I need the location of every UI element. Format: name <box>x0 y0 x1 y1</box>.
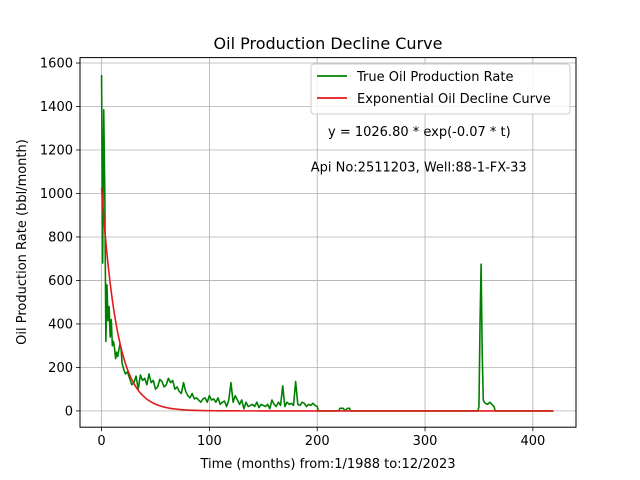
y-tick-label: 800 <box>48 230 73 245</box>
y-tick-label: 400 <box>48 317 73 332</box>
legend-label-decline-curve: Exponential Oil Decline Curve <box>357 92 551 107</box>
y-tick-label: 600 <box>48 274 73 289</box>
series-exponential-decline-curve <box>100 187 554 412</box>
legend-box <box>310 63 571 115</box>
y-tick-label: 1200 <box>40 144 73 159</box>
x-tick-label: 400 <box>520 434 545 449</box>
chart-annotation: Api No:2511203, Well:88-1-FX-33 <box>311 161 527 176</box>
annotations: y = 1026.80 * exp(-0.07 * t) Api No:25112… <box>311 125 527 176</box>
x-tick-label: 200 <box>305 434 330 449</box>
x-tick-label: 300 <box>413 434 438 449</box>
chart-annotation: y = 1026.80 * exp(-0.07 * t) <box>328 125 511 140</box>
y-tick-label: 1000 <box>40 187 73 202</box>
y-tick-label: 1600 <box>40 57 73 72</box>
y-tick-label: 200 <box>48 361 73 376</box>
y-tick-label: 0 <box>65 404 73 419</box>
plot-frame <box>79 57 577 428</box>
x-axis-label: Time (months) from:1/1988 to:12/2023 <box>199 457 455 472</box>
chart-title: Oil Production Decline Curve <box>214 34 443 53</box>
grid <box>80 57 576 428</box>
legend-label-true-rate: True Oil Production Rate <box>356 70 513 85</box>
plot-series <box>100 74 554 412</box>
x-tick-label: 0 <box>97 434 105 449</box>
x-tick-label: 100 <box>197 434 222 449</box>
y-tick-label: 1400 <box>40 100 73 115</box>
axis-ticks: 0 100 200 300 400 0 200 400 600 800 1000 1200 1400 16… <box>40 57 545 450</box>
legend: True Oil Production Rate Exponential Oil… <box>310 63 571 115</box>
y-axis-label: Oil Production Rate (bbl/month) <box>15 139 30 345</box>
series-true-oil-production-rate <box>100 74 554 412</box>
